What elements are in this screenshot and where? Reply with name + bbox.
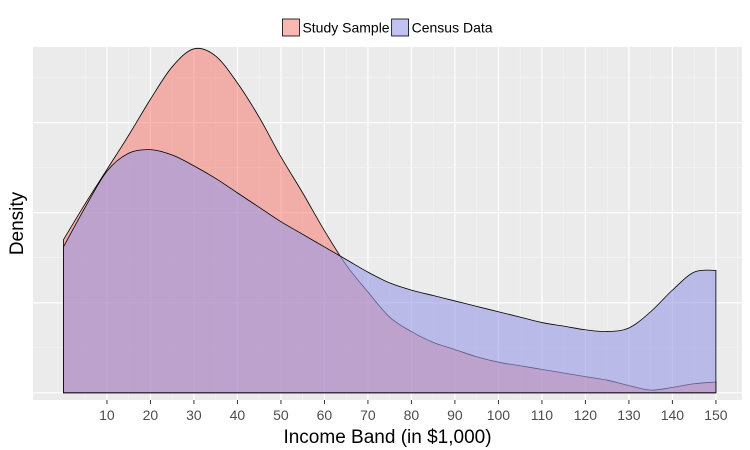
x-tick-label: 150 — [704, 407, 728, 423]
x-tick-label: 70 — [360, 407, 376, 423]
x-tick-label: 110 — [531, 407, 554, 423]
x-axis-ticks: 10 20 30 40 50 60 70 80 90 100 110 120 130 140 150 — [99, 400, 728, 423]
x-tick-label: 40 — [230, 407, 246, 423]
legend-key-census-data — [391, 18, 410, 37]
x-tick-label: 50 — [273, 407, 289, 423]
x-tick-label: 120 — [574, 407, 598, 423]
legend-label-study-sample: Study Sample — [302, 20, 389, 36]
x-tick-label: 90 — [447, 407, 463, 423]
x-tick-label: 80 — [404, 407, 420, 423]
x-tick-label: 60 — [317, 407, 333, 423]
x-tick-label: 30 — [186, 407, 202, 423]
y-axis-title: Density — [7, 191, 28, 255]
x-tick-label: 100 — [487, 407, 511, 423]
legend-key-study-sample — [282, 18, 300, 37]
census-data-density-area — [63, 149, 717, 394]
x-tick-label: 10 — [99, 407, 115, 423]
x-axis-title: Income Band (in $1,000) — [283, 427, 491, 448]
density-areas — [63, 47, 717, 394]
legend: Study Sample Census Data — [282, 18, 493, 37]
legend-label-census-data: Census Data — [412, 20, 493, 36]
x-tick-label: 130 — [617, 407, 641, 423]
x-tick-label: 20 — [143, 407, 159, 423]
x-tick-label: 140 — [661, 407, 685, 423]
